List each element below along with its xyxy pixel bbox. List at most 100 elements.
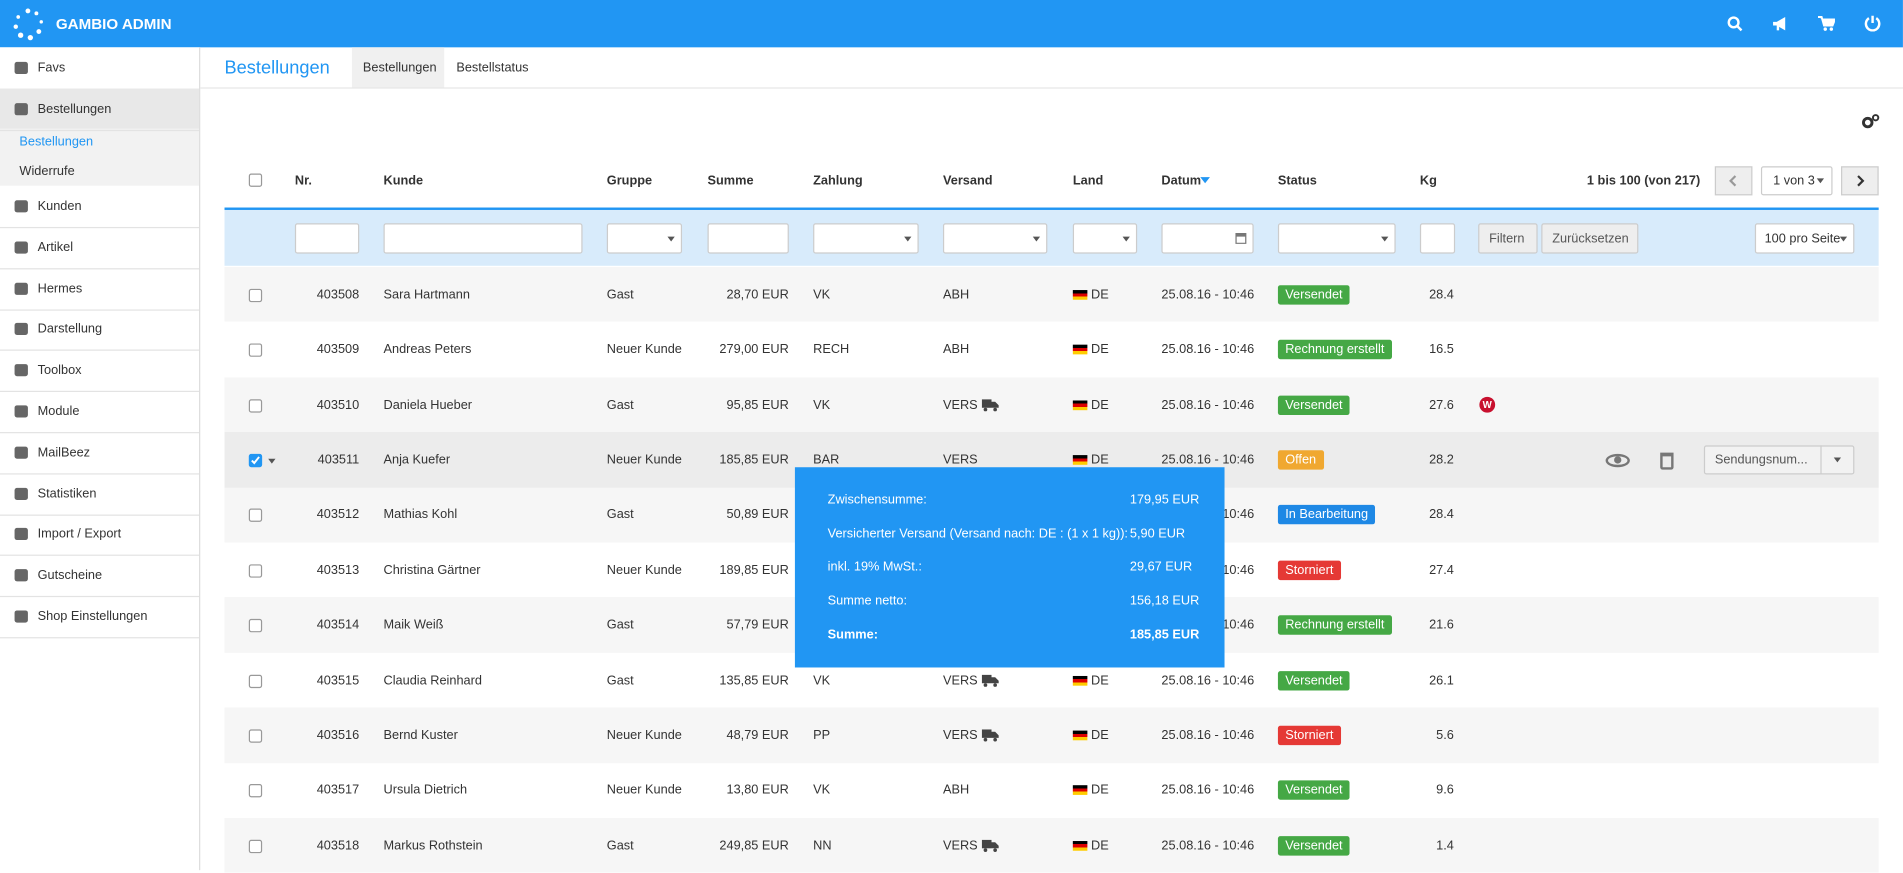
checkbox[interactable] [248,173,263,187]
table-row[interactable] [224,322,1879,378]
nav-item[interactable]: Import / Export [37,526,122,542]
filter-select[interactable] [942,223,1048,254]
nav-item[interactable]: MailBeez [37,445,91,460]
prev-page[interactable] [1714,166,1753,196]
checkbox[interactable] [248,839,263,853]
cell-zahlung: VK [813,783,831,798]
next-page[interactable] [1841,166,1879,196]
flag [1072,675,1088,686]
table-row[interactable] [224,762,1879,818]
filter-select[interactable] [606,223,683,254]
checkbox[interactable] [248,453,263,468]
nav-item[interactable]: Darstellung [37,321,103,337]
checkbox[interactable] [248,674,263,688]
filter-button[interactable] [1541,223,1639,254]
table-row[interactable] [224,817,1879,873]
logout-icon[interactable] [1864,15,1881,32]
nav-item[interactable]: Gutscheine [37,567,103,583]
nav-subitem[interactable]: Widerrufe [19,163,75,179]
status-badge: Storniert [1277,725,1341,746]
nav-subitem[interactable]: Bestellungen [19,134,94,150]
column-header[interactable]: Summe [707,173,754,189]
cell-summe: 48,79 EUR [726,728,789,743]
nav-item[interactable]: Module [37,404,80,419]
filter-button-label[interactable]: Zurücksetzen [1552,231,1629,247]
cell-datum: 25.08.16 - 10:46 [1161,287,1255,302]
nav-item[interactable]: Bestellungen [37,101,112,117]
nav-divider [0,514,200,516]
cell-kunde: Sara Hartmann [383,287,470,302]
view-icon[interactable] [1605,453,1630,468]
column-header[interactable]: Gruppe [606,173,653,189]
checkbox[interactable] [248,784,263,798]
table-row[interactable] [224,707,1879,763]
column-header[interactable]: Status [1277,173,1317,189]
cell-land: DE [1091,342,1109,357]
tooltip-label: Summe: [827,627,878,642]
checkbox[interactable] [248,729,263,743]
column-header[interactable]: Datum [1161,173,1202,189]
cell-kg: 28.4 [1429,507,1454,523]
tooltip-value: 179,95 EUR [1129,492,1200,508]
brand: GAMBIO ADMIN [55,15,172,33]
column-header[interactable]: Nr. [294,173,312,189]
nav-item[interactable]: Toolbox [37,362,82,378]
column-header[interactable]: Versand [942,173,993,189]
filter-input[interactable] [383,223,583,254]
table-row[interactable] [224,266,1879,323]
column-header[interactable]: Zahlung [813,173,863,189]
nav-item[interactable]: Artikel [37,240,74,255]
filter-input[interactable] [1419,223,1456,254]
checkbox[interactable] [248,619,263,633]
settings-icon[interactable] [1862,113,1880,130]
icon [14,200,28,213]
table-row[interactable] [224,377,1879,433]
filter-input[interactable] [294,223,360,254]
nav-item[interactable]: Hermes [37,281,83,297]
nav-item[interactable]: Statistiken [37,486,97,502]
chevron [1857,175,1865,187]
news-icon[interactable] [1772,16,1789,32]
delete-icon[interactable] [1660,452,1674,470]
page-select-label[interactable]: 1 von 3 [1773,173,1815,189]
action-button[interactable] [1703,445,1855,475]
checkbox[interactable] [248,343,263,357]
checkbox[interactable] [248,288,263,302]
tab[interactable]: Bestellungen [362,60,437,76]
checkbox[interactable] [248,398,263,413]
checkbox[interactable] [248,563,263,578]
caret [667,236,675,242]
per-page-select[interactable] [1754,223,1855,254]
action-button-label[interactable]: Sendungsnum... [1714,452,1808,468]
cart-icon[interactable] [1817,16,1835,32]
cell-summe: 13,80 EUR [726,783,789,798]
cell-kg: 21.6 [1429,617,1454,633]
cell-nr: 403510 [316,397,360,413]
nav-item[interactable]: Shop Einstellungen [37,609,148,624]
cell-nr: 403509 [316,342,360,357]
filter-button-label[interactable]: Filtern [1489,231,1525,247]
cell-versand: VERS [942,672,978,688]
cell-zahlung: VK [813,287,831,302]
column-header[interactable]: Kg [1419,173,1437,189]
nav-item[interactable]: Favs [37,60,66,76]
cell-versand: ABH [942,783,970,798]
filter-button[interactable] [1478,223,1538,254]
cell-datum: 25.08.16 - 10:46 [1161,728,1255,743]
tab-active[interactable] [351,47,445,88]
filter-input[interactable] [707,223,789,254]
cell-versand: ABH [942,287,970,302]
cell-gruppe: Neuer Kunde [606,728,682,743]
filter-select[interactable] [1161,223,1254,254]
nav-item[interactable]: Kunden [37,199,82,214]
per-page-label[interactable]: 100 pro Seite [1764,231,1841,247]
column-header[interactable]: Land [1072,173,1104,189]
filter-select[interactable] [1277,223,1396,254]
tab[interactable]: Bestellstatus [456,60,529,76]
filter-select[interactable] [813,223,919,254]
search-icon[interactable] [1727,16,1743,32]
checkbox[interactable] [248,508,263,523]
status-badge: Rechnung erstellt [1277,339,1392,360]
column-header[interactable]: Kunde [383,173,424,189]
icon [14,61,28,75]
